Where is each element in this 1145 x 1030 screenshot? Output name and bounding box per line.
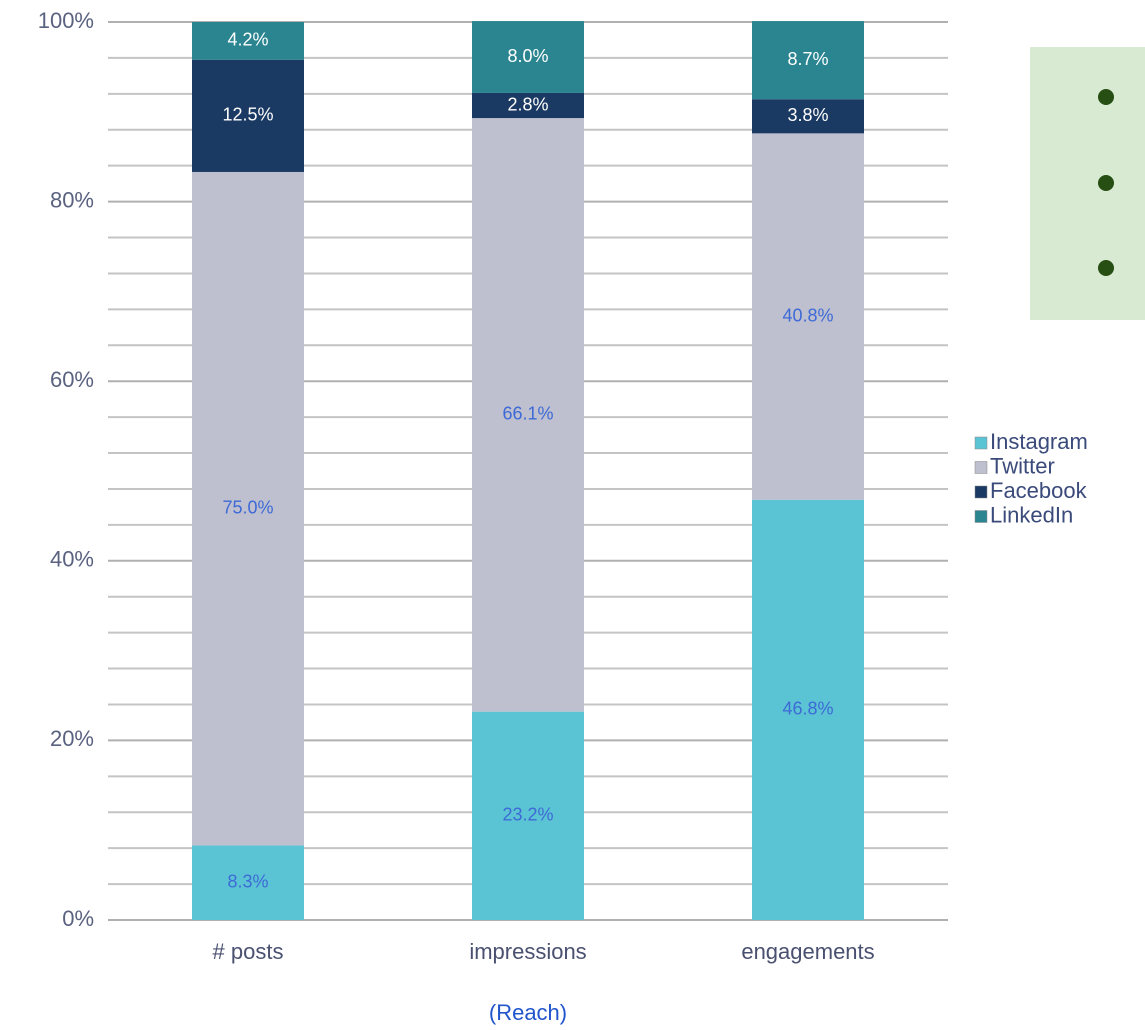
bar-segment	[752, 21, 864, 100]
bar-segment	[192, 171, 304, 846]
bullet	[1098, 175, 1114, 191]
bar-segment	[192, 59, 304, 172]
caption: (Reach)	[489, 1000, 567, 1025]
data-label: 8.7%	[787, 49, 828, 69]
bar-segment	[192, 22, 304, 60]
bar-segment	[472, 21, 584, 93]
bullet	[1098, 260, 1114, 276]
y-tick-label: 60%	[50, 367, 94, 392]
bar-segment	[752, 133, 864, 500]
bar-segment	[752, 499, 864, 920]
legend-label: Instagram	[990, 429, 1088, 454]
bar-segment	[472, 92, 584, 119]
legend-label: LinkedIn	[990, 502, 1073, 527]
y-tick-label: 40%	[50, 547, 94, 572]
y-tick-label: 100%	[38, 8, 94, 33]
data-label: 2.8%	[507, 94, 548, 114]
y-tick-label: 20%	[50, 726, 94, 751]
data-label: 8.0%	[507, 46, 548, 66]
data-label: 23.2%	[502, 805, 553, 825]
data-label: 12.5%	[222, 105, 273, 125]
legend-label: Facebook	[990, 478, 1088, 503]
bullet	[1098, 89, 1114, 105]
legend-swatch	[974, 510, 988, 523]
data-label: 8.3%	[227, 871, 268, 891]
data-label: 75.0%	[222, 497, 273, 517]
bar-segment	[472, 711, 584, 920]
legend-swatch	[974, 436, 988, 450]
y-tick-label: 0%	[62, 906, 94, 931]
legend-label: Twitter	[990, 453, 1055, 478]
data-label: 66.1%	[502, 404, 553, 424]
data-label: 4.2%	[227, 30, 268, 50]
data-label: 40.8%	[782, 305, 833, 325]
data-label: 46.8%	[782, 699, 833, 719]
legend-swatch	[974, 461, 988, 474]
x-tick-label: # posts	[213, 939, 284, 964]
bar-segment	[192, 845, 304, 920]
x-tick-label: impressions	[469, 939, 586, 964]
note-box	[1030, 47, 1145, 320]
legend-swatch	[974, 485, 988, 499]
data-label: 3.8%	[787, 105, 828, 125]
bar-segment	[752, 99, 864, 134]
bar-segment	[472, 118, 584, 712]
y-tick-label: 80%	[50, 187, 94, 212]
x-tick-label: engagements	[741, 939, 874, 964]
